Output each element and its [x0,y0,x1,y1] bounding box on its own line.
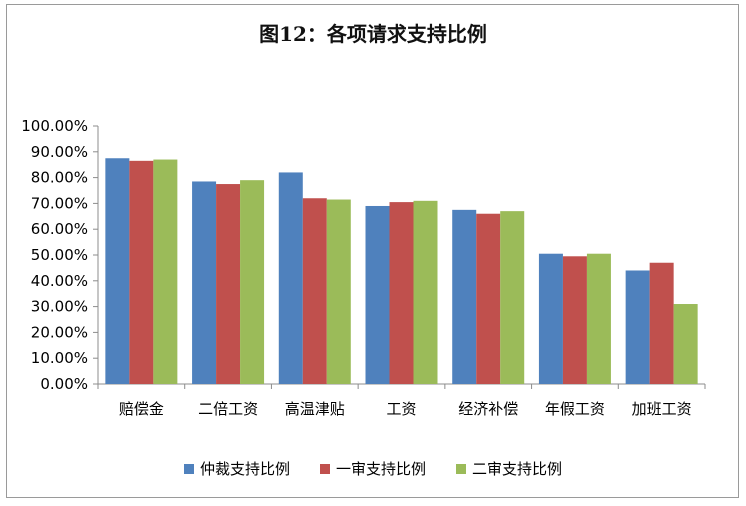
bar [538,253,563,384]
bar [129,160,154,384]
y-tick-label: 20.00% [31,323,88,341]
x-category-label: 二倍工资 [198,400,258,418]
y-tick-label: 90.00% [31,143,88,161]
chart-title: 图12：各项请求支持比例 [259,22,487,46]
legend-item: 一审支持比例 [319,458,426,479]
x-category-label: 经济补偿 [458,400,518,418]
bar [500,211,525,384]
bar [625,270,650,384]
legend-label: 一审支持比例 [335,460,426,478]
y-tick-label: 30.00% [31,298,88,316]
y-tick-label: 10.00% [31,349,88,367]
legend: 仲裁支持比例 一审支持比例 二审支持比例 [0,458,746,479]
x-category-label: 赔偿金 [119,400,164,418]
x-category-label: 高温津贴 [285,400,345,418]
legend-label: 二审支持比例 [472,460,563,478]
bar [365,205,390,384]
bar [326,199,351,384]
bar [240,180,265,384]
bar [586,253,611,384]
legend-swatch [183,463,194,474]
y-tick-label: 100.00% [21,117,88,135]
bar [302,198,327,384]
bar [452,209,477,384]
legend-swatch [319,463,330,474]
y-tick-label: 60.00% [31,220,88,238]
bar [105,158,130,384]
bar [389,202,414,384]
y-tick-label: 50.00% [31,246,88,264]
legend-item: 二审支持比例 [456,458,562,479]
labels-layer: 0.00% 10.00% 20.00% 30.00% 40.00% 50.00% 60.00… [21,117,691,418]
bars-layer [105,158,698,384]
bar [278,172,303,384]
legend-swatch [456,463,466,474]
bar [153,159,178,384]
legend-item: 仲裁支持比例 [183,458,290,479]
y-tick-label: 40.00% [31,272,88,290]
y-tick-label: 80.00% [31,169,88,187]
bar [476,213,501,384]
x-category-label: 加班工资 [632,400,692,418]
y-tick-label: 70.00% [31,194,88,212]
bar [649,262,674,384]
x-category-label: 年假工资 [545,400,605,418]
bar [413,200,438,384]
bar [192,181,217,384]
x-category-label: 工资 [386,400,416,418]
bar [673,304,698,384]
bar [562,256,587,384]
legend-label: 仲裁支持比例 [199,460,290,478]
y-tick-label: 0.00% [40,375,88,393]
bar [216,184,241,384]
